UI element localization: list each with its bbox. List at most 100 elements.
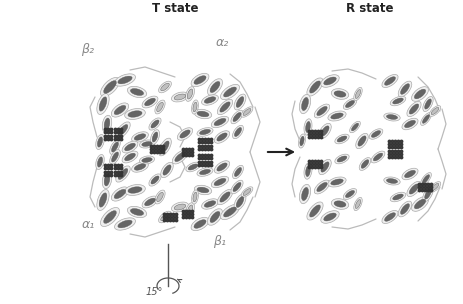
Ellipse shape <box>317 106 327 116</box>
Ellipse shape <box>232 165 244 179</box>
Ellipse shape <box>321 126 329 136</box>
Ellipse shape <box>207 79 223 95</box>
Ellipse shape <box>300 136 304 146</box>
Ellipse shape <box>192 190 199 204</box>
Ellipse shape <box>211 176 229 188</box>
Ellipse shape <box>414 199 425 209</box>
Ellipse shape <box>99 193 107 207</box>
Ellipse shape <box>412 197 428 211</box>
Ellipse shape <box>359 157 371 171</box>
Ellipse shape <box>118 220 132 228</box>
Ellipse shape <box>304 119 312 135</box>
Ellipse shape <box>214 161 230 173</box>
Ellipse shape <box>104 211 116 223</box>
Ellipse shape <box>210 81 220 92</box>
Text: β₁: β₁ <box>213 236 226 248</box>
Ellipse shape <box>405 170 415 178</box>
Ellipse shape <box>100 208 119 226</box>
Ellipse shape <box>337 136 347 142</box>
Ellipse shape <box>210 212 220 223</box>
Ellipse shape <box>431 183 439 191</box>
Ellipse shape <box>402 168 418 180</box>
Ellipse shape <box>390 192 406 202</box>
Ellipse shape <box>233 112 241 122</box>
Ellipse shape <box>151 120 159 128</box>
Ellipse shape <box>328 111 346 121</box>
Ellipse shape <box>400 84 409 94</box>
Ellipse shape <box>407 181 421 197</box>
Ellipse shape <box>139 156 155 164</box>
Ellipse shape <box>334 201 346 207</box>
Ellipse shape <box>402 118 418 130</box>
Ellipse shape <box>220 85 239 100</box>
Ellipse shape <box>194 76 206 84</box>
Ellipse shape <box>361 160 369 168</box>
Ellipse shape <box>125 153 135 161</box>
Ellipse shape <box>96 154 104 170</box>
Ellipse shape <box>104 81 116 93</box>
Ellipse shape <box>310 205 320 217</box>
Ellipse shape <box>157 102 163 112</box>
Ellipse shape <box>300 184 311 204</box>
Ellipse shape <box>118 168 128 179</box>
Ellipse shape <box>144 198 156 206</box>
Ellipse shape <box>234 168 242 177</box>
Ellipse shape <box>211 116 229 128</box>
Ellipse shape <box>387 115 398 119</box>
Ellipse shape <box>217 99 233 115</box>
Ellipse shape <box>161 162 173 178</box>
Ellipse shape <box>131 162 149 172</box>
Ellipse shape <box>150 130 160 144</box>
Ellipse shape <box>125 109 145 119</box>
Ellipse shape <box>321 211 339 223</box>
Ellipse shape <box>193 192 197 202</box>
Ellipse shape <box>217 189 233 205</box>
Ellipse shape <box>429 182 441 192</box>
Ellipse shape <box>200 169 211 174</box>
Ellipse shape <box>187 205 193 215</box>
Ellipse shape <box>161 141 169 153</box>
Ellipse shape <box>149 118 161 130</box>
Ellipse shape <box>220 204 239 219</box>
Ellipse shape <box>200 130 211 135</box>
Ellipse shape <box>345 100 355 108</box>
Ellipse shape <box>194 185 212 195</box>
Ellipse shape <box>393 194 403 200</box>
Ellipse shape <box>171 202 188 212</box>
Ellipse shape <box>300 94 311 114</box>
Ellipse shape <box>142 157 152 162</box>
Ellipse shape <box>423 186 433 202</box>
Ellipse shape <box>174 204 186 210</box>
Ellipse shape <box>97 137 103 147</box>
Ellipse shape <box>241 107 253 117</box>
Ellipse shape <box>112 142 119 152</box>
Ellipse shape <box>350 121 360 133</box>
Ellipse shape <box>224 207 237 217</box>
Text: 15°: 15° <box>145 287 163 297</box>
Ellipse shape <box>337 156 347 162</box>
Ellipse shape <box>317 182 327 192</box>
Ellipse shape <box>104 174 110 186</box>
Ellipse shape <box>122 151 138 163</box>
Text: α₂: α₂ <box>215 36 229 49</box>
Ellipse shape <box>114 218 136 230</box>
Ellipse shape <box>161 83 169 91</box>
Ellipse shape <box>384 177 400 185</box>
Ellipse shape <box>116 122 130 138</box>
Ellipse shape <box>400 204 409 214</box>
Ellipse shape <box>373 153 382 161</box>
Ellipse shape <box>412 87 428 101</box>
Ellipse shape <box>102 171 112 189</box>
Ellipse shape <box>214 178 226 186</box>
Ellipse shape <box>369 129 383 139</box>
Ellipse shape <box>97 94 109 115</box>
Ellipse shape <box>299 134 306 148</box>
Ellipse shape <box>97 157 103 167</box>
Ellipse shape <box>384 113 400 121</box>
Ellipse shape <box>420 173 432 185</box>
Ellipse shape <box>125 185 145 195</box>
Ellipse shape <box>193 102 197 112</box>
Ellipse shape <box>243 109 251 116</box>
Ellipse shape <box>152 132 158 142</box>
Ellipse shape <box>131 209 144 215</box>
